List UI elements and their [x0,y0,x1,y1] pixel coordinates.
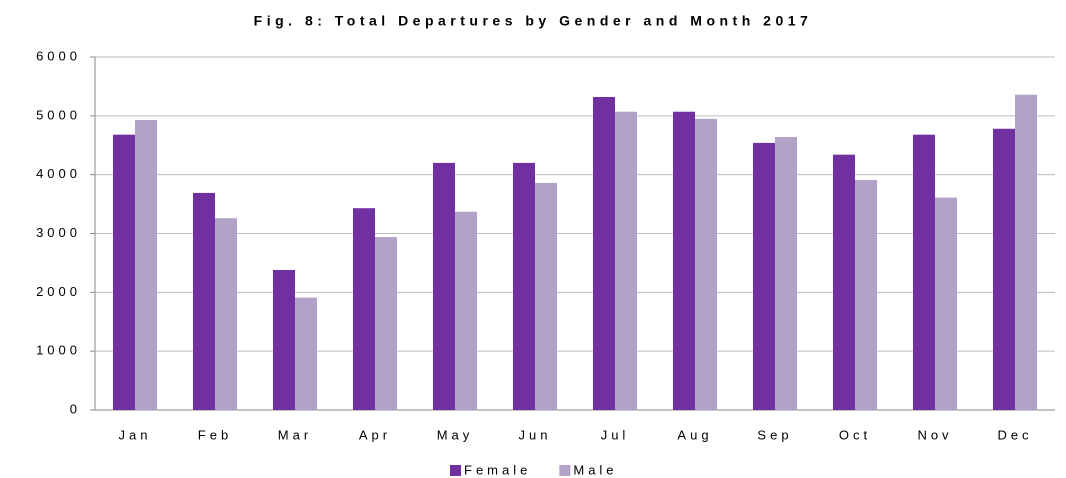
bar [673,111,695,410]
bar [375,237,397,410]
y-tick-label: 1000 [36,343,81,358]
bar [353,208,375,410]
bar [1015,94,1037,411]
legend-swatch [450,465,461,476]
bar [593,97,615,411]
bar [273,269,295,410]
bar [993,128,1015,410]
bar [615,111,637,410]
x-tick-label: Jul [601,427,630,442]
x-tick-label: Nov [917,427,952,442]
x-tick-label: Oct [839,427,871,442]
legend-label: Female [464,462,531,477]
bar [295,297,317,410]
y-tick-label: 0 [70,401,81,416]
x-tick-label: Aug [677,427,712,442]
bar [455,211,477,410]
bar [535,182,557,410]
bar [855,179,877,410]
x-tick-label: Jan [119,427,152,442]
x-tick-label: Dec [997,427,1032,442]
y-tick-label: 2000 [36,284,81,299]
bar [935,197,957,410]
chart-title: Fig. 8: Total Departures by Gender and M… [254,13,813,29]
bar [193,192,215,410]
bar [775,137,797,410]
y-tick-label: 4000 [36,166,81,181]
legend-swatch [559,465,571,476]
bar [135,119,157,411]
y-tick-label: 3000 [36,225,81,240]
legend-label: Male [573,462,617,477]
x-tick-label: Mar [278,427,312,442]
bar [433,162,455,410]
bar [215,218,237,410]
x-tick-label: Jun [519,427,552,442]
x-tick-label: Feb [198,427,232,442]
bar [833,154,855,410]
x-tick-label: Apr [359,427,391,442]
x-tick-label: May [437,427,474,442]
bar [753,142,775,410]
bar [913,134,935,410]
bar [513,162,535,410]
x-tick-label: Sep [757,427,792,442]
y-tick-label: 5000 [36,107,81,122]
y-tick-label: 6000 [36,48,81,63]
bar [113,134,135,410]
bar [695,118,717,411]
